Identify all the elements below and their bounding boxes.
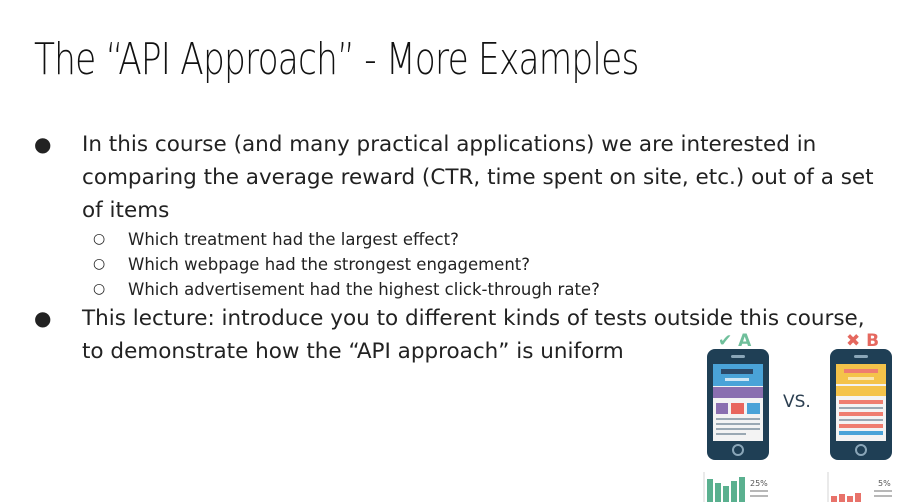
- result-chart-a: 25%: [703, 472, 768, 502]
- bullet-list: ● In this course (and many practical app…: [0, 128, 921, 368]
- sub-bullet-item: ○ Which treatment had the largest effect…: [0, 227, 921, 252]
- slide-title: The “API Approach” - More Examples: [34, 34, 639, 85]
- sub-bullet-text: Which advertisement had the highest clic…: [128, 280, 600, 299]
- sub-bullet-item: ○ Which advertisement had the highest cl…: [0, 277, 921, 302]
- bullet-item: ● This lecture: introduce you to differe…: [0, 302, 882, 368]
- sub-bullet-text: Which treatment had the largest effect?: [128, 230, 459, 249]
- variant-a-rate: 25%: [750, 479, 768, 488]
- bullet-text: In this course (and many practical appli…: [82, 132, 874, 223]
- bullet-dot: ●: [34, 306, 52, 330]
- phone-b-icon: [830, 349, 892, 460]
- bullet-item: ● In this course (and many practical app…: [0, 128, 882, 227]
- bullet-text: This lecture: introduce you to different…: [82, 306, 865, 364]
- sub-bullet-ring: ○: [93, 256, 106, 272]
- sub-bullet-text: Which webpage had the strongest engageme…: [128, 255, 531, 274]
- result-chart-b: 5%: [827, 472, 892, 502]
- variant-b-label: ✖ B: [846, 331, 879, 351]
- bullet-dot: ●: [34, 132, 52, 156]
- sub-bullet-ring: ○: [93, 281, 106, 297]
- sub-bullet-ring: ○: [93, 231, 106, 247]
- vs-label: VS.: [783, 392, 811, 412]
- variant-a-label: ✔ A: [718, 331, 752, 351]
- phone-a-icon: [707, 349, 769, 460]
- variant-b-rate: 5%: [878, 479, 891, 488]
- sub-bullet-item: ○ Which webpage had the strongest engage…: [0, 252, 921, 277]
